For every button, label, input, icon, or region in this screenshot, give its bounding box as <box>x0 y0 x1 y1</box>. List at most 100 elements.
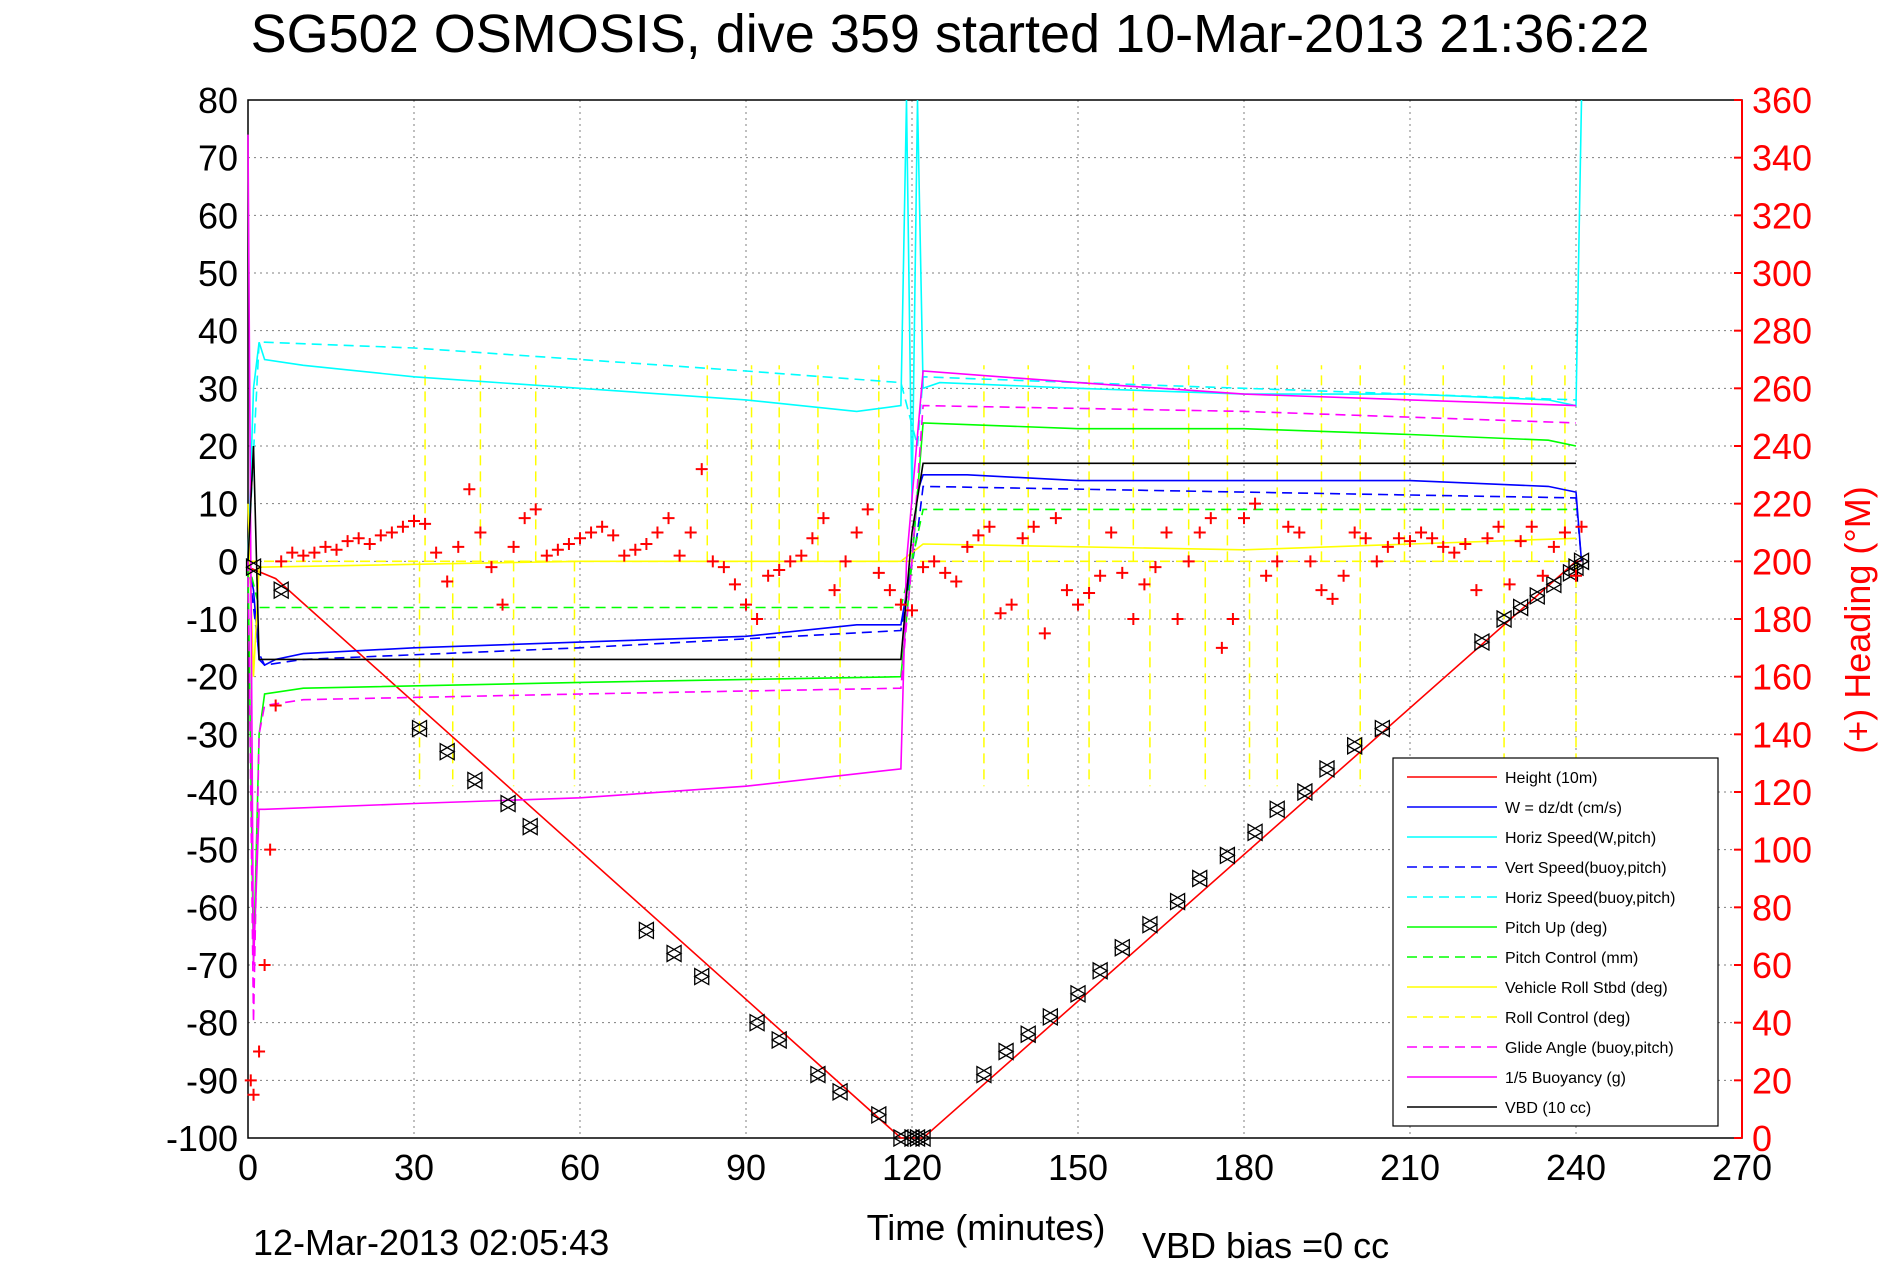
heading-point <box>740 598 752 611</box>
heading-point <box>1226 613 1239 625</box>
depth-marker <box>1318 759 1336 779</box>
heading-point <box>1171 613 1184 625</box>
heading-layer <box>244 463 1588 1101</box>
heading-point <box>1337 569 1350 582</box>
heading-point <box>1105 526 1118 539</box>
heading-point <box>894 598 907 611</box>
heading-point <box>1315 584 1328 597</box>
heading-point <box>1094 569 1107 582</box>
series-line-1 <box>247 473 1583 667</box>
heading-point <box>950 575 963 588</box>
heading-point <box>1072 598 1084 611</box>
heading-point <box>419 517 432 530</box>
y-tick-label: 50 <box>198 253 238 294</box>
heading-point <box>286 546 299 559</box>
heading-point <box>1326 592 1339 605</box>
right-y-tick-label: 20 <box>1752 1060 1792 1101</box>
depth-marker <box>1042 1007 1059 1027</box>
heading-point <box>1116 566 1129 579</box>
x-tick-label: 150 <box>1048 1147 1108 1188</box>
x-tick-label: 120 <box>882 1147 942 1188</box>
heading-point <box>1481 532 1494 545</box>
series-line-0 <box>247 560 1582 1139</box>
heading-point <box>330 543 343 556</box>
heading-point <box>485 561 498 574</box>
heading-point <box>341 535 354 548</box>
heading-point <box>585 526 598 539</box>
depth-marker <box>1545 575 1563 594</box>
right-y-tick-labels: 3603403203002802602402202001801601401201… <box>1734 80 1812 1159</box>
heading-point <box>795 549 808 562</box>
heading-point <box>258 959 271 971</box>
y-tick-label: -10 <box>186 599 238 640</box>
x-tick-label: 90 <box>726 1147 766 1188</box>
right-y-tick-label: 160 <box>1752 657 1812 698</box>
heading-point <box>1404 535 1416 548</box>
depth-marker <box>914 1128 932 1148</box>
heading-point <box>695 463 708 476</box>
heading-point <box>651 526 664 539</box>
right-y-tick-label: 100 <box>1752 830 1812 871</box>
y-tick-label: 20 <box>198 426 238 467</box>
depth-marker <box>521 817 539 836</box>
legend-entry: Pitch Up (deg) <box>1505 920 1607 937</box>
depth-marker <box>1528 586 1546 606</box>
depth-marker <box>831 1082 849 1101</box>
heading-point <box>1016 532 1029 545</box>
right-y-tick-label: 300 <box>1752 253 1812 294</box>
depth-marker <box>1512 598 1529 617</box>
heading-point <box>574 532 586 545</box>
heading-point <box>861 503 874 516</box>
heading-point <box>684 526 697 539</box>
x-tick-label: 60 <box>560 1147 600 1188</box>
heading-point <box>607 529 620 542</box>
right-y-tick-label: 220 <box>1752 484 1812 525</box>
right-y-tick-label: 240 <box>1752 426 1812 467</box>
depth-marker <box>809 1065 827 1084</box>
series-line-10 <box>247 134 1577 966</box>
legend-entry: Pitch Control (mm) <box>1505 950 1638 967</box>
series-line-9 <box>247 404 1577 1023</box>
depth-marker <box>1473 632 1491 652</box>
depth-marker <box>499 794 517 813</box>
depth-marker <box>1573 552 1590 571</box>
right-y-tick-label: 140 <box>1752 714 1812 755</box>
heading-point <box>906 604 918 617</box>
heading-point <box>983 520 996 533</box>
right-y-tick-label: 60 <box>1752 945 1792 986</box>
depth-marker <box>1246 823 1264 842</box>
heading-point <box>540 549 553 562</box>
y-tick-labels: 80 70 60 50 40 30 20 10 0 -10 -20 -30 -40 -50 -60 -70 -8… <box>166 80 238 1159</box>
heading-point <box>1459 538 1472 551</box>
y-tick-label: 10 <box>198 484 238 525</box>
y-tick-label: -70 <box>186 945 238 986</box>
heading-point <box>452 540 465 553</box>
heading-point <box>1381 540 1394 553</box>
y-tick-label: -60 <box>186 887 238 928</box>
footer-vbd-bias: VBD bias =0 cc <box>1142 1225 1389 1262</box>
depth-marker <box>997 1042 1015 1061</box>
heading-point <box>551 543 564 556</box>
y-tick-label: 60 <box>198 195 238 236</box>
heading-point <box>883 584 896 597</box>
heading-point <box>596 520 609 533</box>
series-line-4 <box>247 341 1577 562</box>
y-tick-label: -90 <box>186 1060 238 1101</box>
heading-point <box>385 526 398 539</box>
heading-point <box>474 526 487 539</box>
depth-marker <box>665 944 683 963</box>
y-tick-label: -40 <box>186 772 238 813</box>
heading-point <box>1215 641 1228 654</box>
heading-point <box>1038 627 1051 640</box>
depth-marker <box>1219 846 1236 865</box>
y-tick-label: -30 <box>186 714 238 755</box>
heading-point <box>264 843 277 856</box>
heading-point <box>728 578 741 591</box>
depth-marker <box>438 742 456 761</box>
heading-point <box>430 546 443 559</box>
heading-point <box>529 503 542 516</box>
heading-point <box>297 549 310 562</box>
y-tick-label: 30 <box>198 368 238 409</box>
heading-point <box>507 540 520 553</box>
right-y-tick-label: 280 <box>1752 311 1812 352</box>
